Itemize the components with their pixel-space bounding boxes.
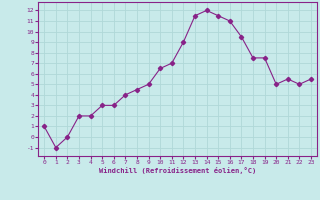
X-axis label: Windchill (Refroidissement éolien,°C): Windchill (Refroidissement éolien,°C) bbox=[99, 167, 256, 174]
